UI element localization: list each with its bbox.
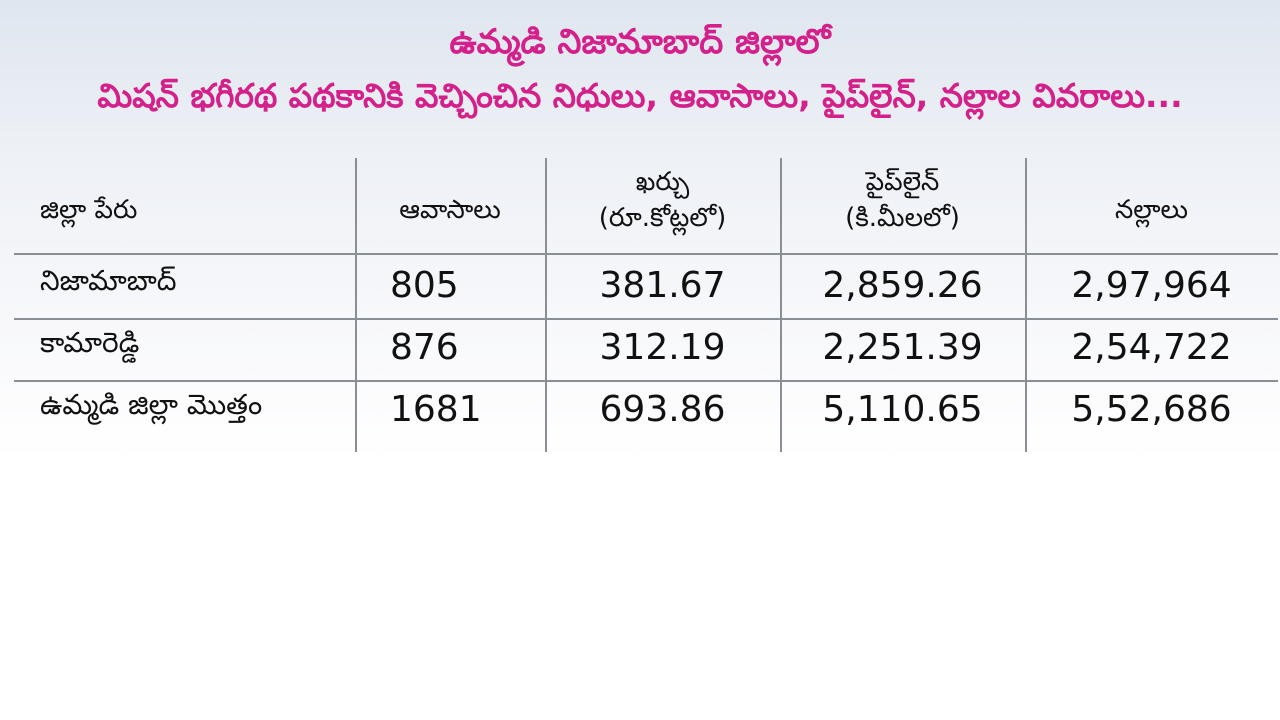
title-line: మిషన్ భగీరథ పథకానికి వెచ్చించిన నిధులు, … (97, 76, 1183, 115)
table-cell: 312.19 (599, 327, 726, 368)
column-header: (రూ.కోట్లలో) (598, 203, 727, 233)
column-header: ఆవాసాలు (399, 195, 501, 225)
title-line: ఉమ్మడి నిజామాబాద్ జిల్లాలో (449, 22, 831, 62)
column-header: ఖర్చు (635, 167, 690, 197)
row-divider (14, 253, 1278, 255)
column-header: జిల్లా పేరు (40, 195, 138, 225)
table-cell: 876 (390, 327, 459, 368)
table-cell: ఉమ్మడి జిల్లా మొత్తం (40, 388, 263, 421)
column-divider (355, 158, 357, 452)
table-cell: 1681 (390, 389, 482, 430)
table-cell: 381.67 (599, 265, 726, 306)
table-cell: 5,52,686 (1071, 389, 1232, 430)
table-cell: 2,97,964 (1071, 265, 1232, 306)
table-cell: కామారెడ్డి (40, 326, 140, 359)
row-divider (14, 318, 1278, 320)
table-cell: 805 (390, 265, 459, 306)
table-cell: 2,251.39 (822, 327, 983, 368)
table-cell: 5,110.65 (822, 389, 983, 430)
column-header: పైప్‌లైన్ (865, 167, 940, 197)
table-cell: నిజామాబాద్ (40, 264, 177, 297)
table-cell: 2,859.26 (822, 265, 983, 306)
column-divider (545, 158, 547, 452)
column-divider (1025, 158, 1027, 452)
table-cell: 2,54,722 (1071, 327, 1232, 368)
table-cell: 693.86 (599, 389, 726, 430)
row-divider (14, 380, 1278, 382)
column-divider (780, 158, 782, 452)
column-header: నల్లాలు (1115, 195, 1188, 225)
column-header: (కి.మీలలో) (845, 203, 960, 233)
